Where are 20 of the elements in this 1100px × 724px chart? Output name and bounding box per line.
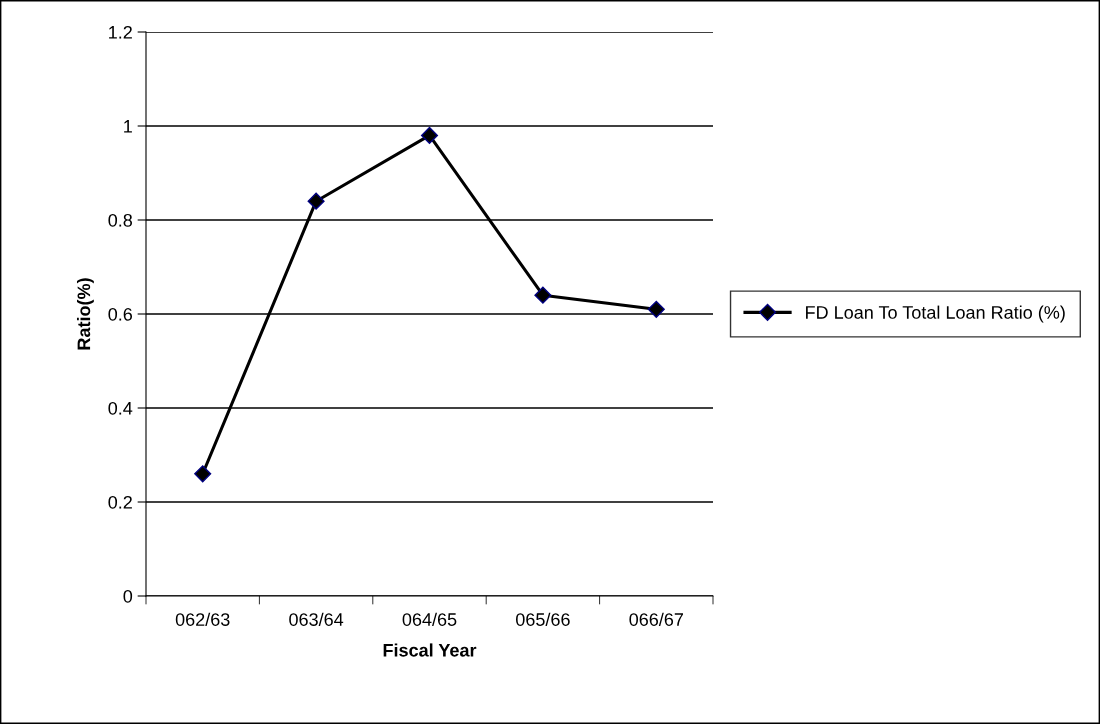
x-tick-label: 066/67: [629, 612, 684, 626]
legend-label: FD Loan To Total Loan Ratio (%): [806, 305, 1065, 323]
x-tick-label: 065/66: [516, 612, 570, 626]
point: [194, 465, 212, 483]
x-tick-label: 064/65: [402, 612, 457, 626]
x-tick-label: 062/63: [175, 612, 230, 626]
y-tick-label: 0.6: [108, 307, 133, 321]
point: [420, 126, 439, 144]
x-axis-title: Fiscal Year: [383, 643, 477, 657]
y-tick-label: 0.2: [108, 495, 132, 509]
y-tick-label: 0.4: [108, 401, 133, 415]
point: [534, 286, 552, 304]
point: [307, 192, 325, 210]
y-axis-title: Ratio(%): [76, 278, 94, 350]
x-tick-label: 063/64: [289, 612, 344, 626]
y-tick-label: 0: [123, 589, 133, 603]
y-tick-label: 1: [124, 120, 132, 133]
y-tick-label: 0.8: [108, 213, 133, 227]
y-tick-label: 1.2: [109, 25, 132, 39]
point: [647, 300, 665, 318]
